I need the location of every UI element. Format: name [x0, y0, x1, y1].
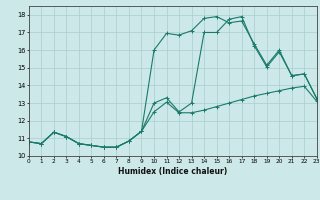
X-axis label: Humidex (Indice chaleur): Humidex (Indice chaleur) — [118, 167, 228, 176]
